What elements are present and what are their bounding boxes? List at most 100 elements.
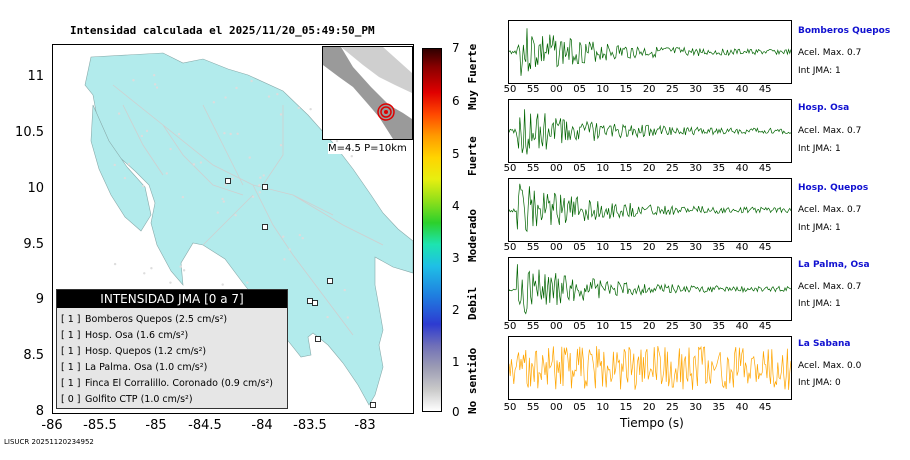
magnitude-depth-label: M=4.5 P=10km [328, 143, 407, 154]
waveform-trace [509, 28, 791, 76]
colorbar-tick: 2 [452, 303, 460, 317]
legend-item: [ 1 ] Hosp. Quepos (1.2 cm/s²) [61, 346, 207, 357]
legend-item: [ 1 ] Finca El Corralillo. Coronado (0.9 … [61, 378, 273, 389]
city-dot [117, 112, 121, 115]
time-tick: 05 [573, 242, 586, 253]
legend-item: [ 0 ] Golfito CTP (1.0 cm/s²) [61, 394, 193, 405]
city-dot [182, 269, 186, 272]
time-tick: 50 [503, 242, 517, 253]
lon-tick: -85.5 [83, 418, 117, 433]
city-dot [181, 195, 185, 199]
time-tick: 20 [642, 242, 656, 253]
city-dot [152, 74, 156, 77]
colorbar-word: Fuerte [466, 136, 479, 176]
station-jma: Int JMA: 1 [798, 66, 841, 76]
city-dot [224, 183, 227, 187]
time-tick: 25 [666, 321, 679, 332]
city-dot [258, 184, 261, 187]
station-accel: Acel. Max. 0.7 [798, 282, 862, 292]
legend-item: [ 1 ] Hosp. Osa (1.6 cm/s²) [61, 330, 189, 341]
station-name: La Palma, Osa [798, 260, 870, 270]
time-tick: 10 [596, 321, 610, 332]
station-jma: Int JMA: 1 [798, 144, 841, 154]
legend-heading: INTENSIDAD JMA [0 a 7] [57, 290, 287, 308]
lon-tick: -84 [251, 418, 273, 433]
colorbar-tick: 0 [452, 405, 460, 419]
colorbar-tick: 7 [452, 41, 460, 55]
time-tick: 35 [712, 402, 726, 413]
intensity-colorbar [422, 48, 442, 412]
waveform-line [509, 264, 791, 315]
time-tick: 40 [735, 242, 749, 253]
time-tick: 00 [550, 321, 563, 332]
colorbar-tick: 1 [452, 355, 460, 369]
time-tick: 55 [526, 321, 540, 332]
colorbar-word: Moderado [466, 209, 479, 262]
time-tick: 30 [689, 84, 702, 95]
waveform-panel[interactable] [508, 99, 792, 163]
time-tick: 05 [573, 84, 586, 95]
time-tick: 25 [666, 163, 679, 174]
station-marker [312, 300, 318, 306]
waveform-line [509, 28, 791, 76]
time-axis: 50 55 00 05 10 15 20 25 30 35 40 45 [502, 84, 802, 96]
time-tick: 55 [526, 242, 540, 253]
city-dot [150, 267, 153, 270]
waveform-trace [509, 109, 791, 155]
time-axis: 50 55 00 05 10 15 20 25 30 35 40 45 [502, 242, 802, 254]
waveform-panel[interactable] [508, 178, 792, 242]
city-dot [350, 155, 353, 158]
waveform-panel[interactable] [508, 336, 792, 400]
city-dot [297, 106, 300, 110]
time-tick: 10 [596, 242, 610, 253]
waveform-trace [509, 345, 791, 390]
city-dot [346, 316, 349, 319]
lat-tick: 9.5 [23, 237, 44, 252]
city-dot [140, 134, 144, 138]
intensity-legend: INTENSIDAD JMA [0 a 7] [ 1 ] Bomberos Que… [56, 289, 288, 409]
city-dot [231, 177, 234, 180]
city-dot [143, 272, 146, 275]
time-tick: 10 [596, 163, 610, 174]
time-tick: 40 [735, 84, 749, 95]
station-name: Hosp. Osa [798, 103, 850, 113]
time-tick: 45 [758, 84, 772, 95]
city-dot [199, 161, 203, 164]
city-dot [145, 129, 149, 133]
lon-tick: -83 [354, 418, 376, 433]
time-tick: 00 [550, 242, 563, 253]
map-title: Intensidad calculada el 2025/11/20_05:49… [70, 24, 375, 37]
time-tick: 55 [526, 163, 540, 174]
time-tick: 35 [712, 321, 726, 332]
waveform-panel[interactable] [508, 257, 792, 321]
time-tick: 50 [503, 321, 517, 332]
city-dot [235, 86, 238, 90]
city-dot [234, 213, 237, 217]
city-dot [179, 265, 182, 268]
time-tick: 15 [619, 321, 633, 332]
city-dot [212, 101, 216, 104]
city-dot [262, 174, 265, 177]
waveform-trace [509, 183, 791, 233]
time-tick: 50 [503, 402, 517, 413]
city-dot [127, 162, 131, 166]
city-dot [298, 233, 302, 237]
city-dot [326, 315, 329, 319]
time-tick: 15 [619, 163, 633, 174]
city-dot [222, 200, 226, 203]
time-tick: 25 [666, 402, 679, 413]
time-tick: 40 [735, 321, 749, 332]
station-marker [315, 336, 321, 342]
city-dot [221, 283, 224, 286]
time-tick: 20 [642, 321, 656, 332]
city-dot [279, 144, 283, 147]
waveform-panel[interactable] [508, 20, 792, 84]
lat-tick: 10.5 [15, 125, 44, 140]
time-tick: 05 [573, 321, 586, 332]
city-dot [169, 147, 172, 151]
time-tick: 30 [689, 242, 702, 253]
time-tick: 45 [758, 163, 772, 174]
legend-item: [ 1 ] La Palma. Osa (1.0 cm/s²) [61, 362, 208, 373]
time-tick: 20 [642, 402, 656, 413]
waveform-line [509, 109, 791, 155]
